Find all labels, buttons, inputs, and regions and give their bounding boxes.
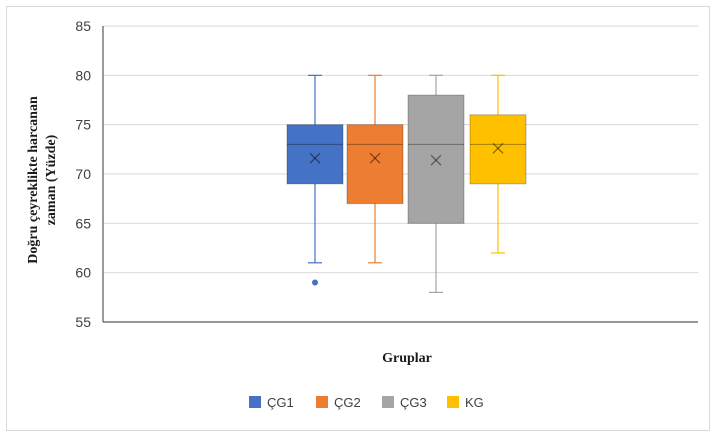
mean-marker-b-1 <box>369 152 381 164</box>
x-axis-title: Gruplar <box>382 351 432 366</box>
mean-marker-a-1 <box>369 152 381 164</box>
box-body-2 <box>407 94 465 224</box>
mean-marker-a-2 <box>430 154 442 166</box>
y-tick-label-65: 65 <box>75 215 91 231</box>
legend-label-0: ÇG1 <box>267 395 294 410</box>
chart-frame <box>6 6 710 431</box>
y-tick-label-85: 85 <box>75 18 91 34</box>
boxes <box>286 74 527 293</box>
legend-swatch-2 <box>382 396 394 408</box>
box-body-3 <box>469 114 527 185</box>
box-1 <box>346 74 404 264</box>
legend-label-2: ÇG3 <box>400 395 427 410</box>
legend-swatch-1 <box>316 396 328 408</box>
y-tick-label-70: 70 <box>75 166 91 182</box>
box-body-0 <box>286 124 344 185</box>
mean-marker-b-2 <box>430 154 442 166</box>
legend-swatch-0 <box>249 396 261 408</box>
legend-swatch-3 <box>447 396 459 408</box>
mean-marker-b-3 <box>492 142 504 154</box>
outlier-0-0 <box>312 279 318 286</box>
legend: ÇG1 ÇG2 ÇG3 KG <box>249 395 484 410</box>
y-tick-label-75: 75 <box>75 117 91 133</box>
mean-marker-a-3 <box>492 142 504 154</box>
box-2 <box>407 74 465 293</box>
box-3 <box>469 74 527 254</box>
mean-marker-a-0 <box>309 152 321 164</box>
y-axis-title-line-2: zaman (Yüzde) <box>44 134 59 225</box>
y-tick-label-55: 55 <box>75 314 91 330</box>
legend-label-1: ÇG2 <box>334 395 361 410</box>
y-axis-title-line-1: Doğru çeyreklikte harcanan <box>26 96 41 264</box>
box-body-1 <box>346 124 404 205</box>
mean-marker-b-0 <box>309 152 321 164</box>
y-tick-labels: 55 60 65 70 75 80 85 <box>75 18 91 330</box>
y-tick-label-80: 80 <box>75 67 91 83</box>
y-tick-label-60: 60 <box>75 265 91 281</box>
box-0 <box>286 74 344 286</box>
legend-label-3: KG <box>465 395 484 410</box>
